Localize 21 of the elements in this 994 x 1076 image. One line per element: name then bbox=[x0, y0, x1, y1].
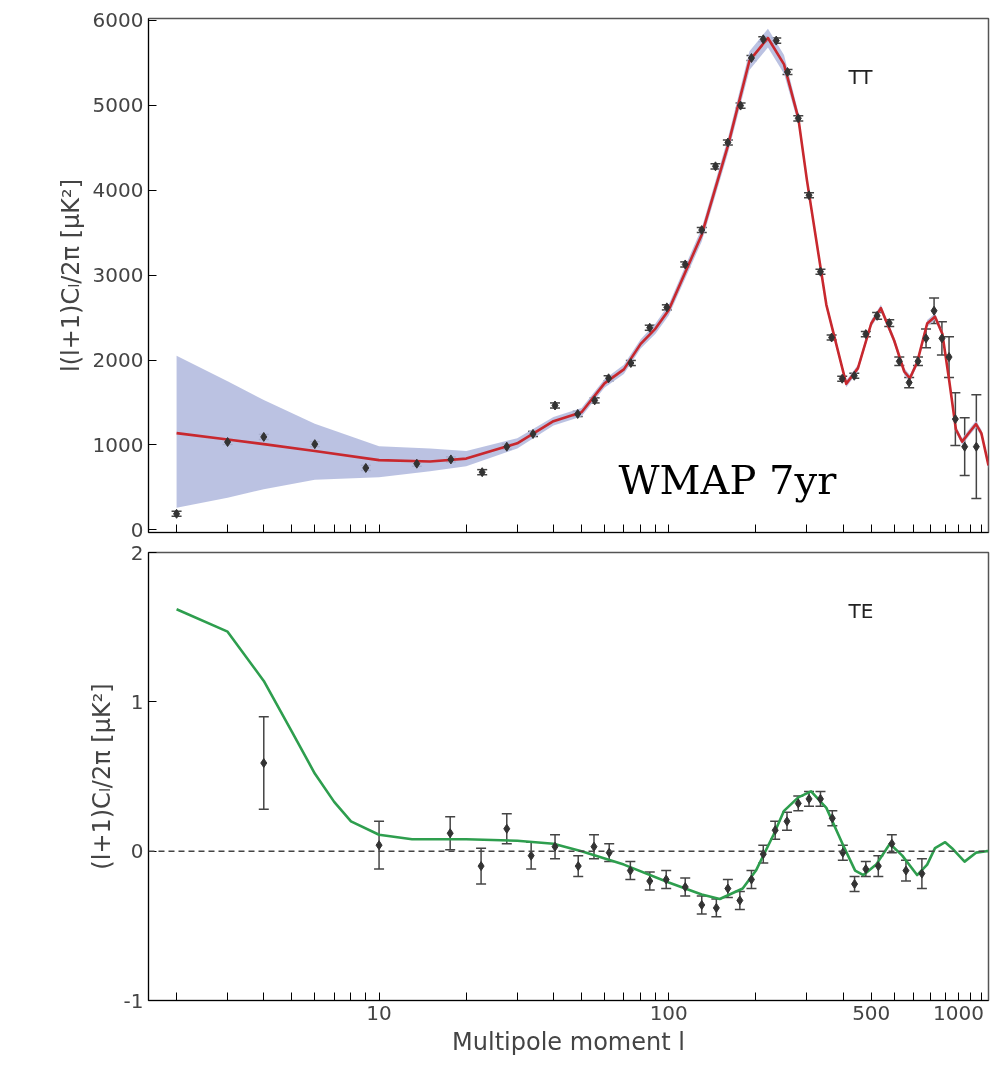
y-tick-label: 1000 bbox=[92, 432, 144, 457]
y-tick-label: 2000 bbox=[92, 348, 144, 373]
y-tick-label: 3000 bbox=[92, 263, 144, 288]
y-tick-label: 2 bbox=[130, 540, 144, 565]
y-tick-label: -1 bbox=[123, 988, 144, 1013]
y-tick-label: 4000 bbox=[92, 178, 144, 203]
y-tick-label: 5000 bbox=[92, 93, 144, 118]
x-tick-label: 1000 bbox=[932, 1000, 984, 1025]
x-axis-title: Multipole moment l bbox=[452, 1027, 685, 1056]
y-tick-label: 0 bbox=[130, 839, 144, 864]
x-tick-label: 10 bbox=[366, 1000, 392, 1025]
annotation: TE bbox=[847, 598, 874, 623]
x-tick-label: 500 bbox=[852, 1000, 891, 1025]
y-axis-title: l(l+1)Cₗ/2π [μK²] bbox=[56, 179, 85, 372]
y-tick-label: 6000 bbox=[92, 8, 144, 33]
annotation: WMAP 7yr bbox=[618, 456, 838, 503]
y-axis-title: (l+1)Cₗ/2π [μK²] bbox=[87, 683, 116, 870]
y-tick-label: 1 bbox=[130, 689, 144, 714]
y-tick-label: 0 bbox=[130, 517, 144, 542]
annotation: TT bbox=[847, 64, 874, 89]
x-tick-label: 100 bbox=[649, 1000, 688, 1025]
